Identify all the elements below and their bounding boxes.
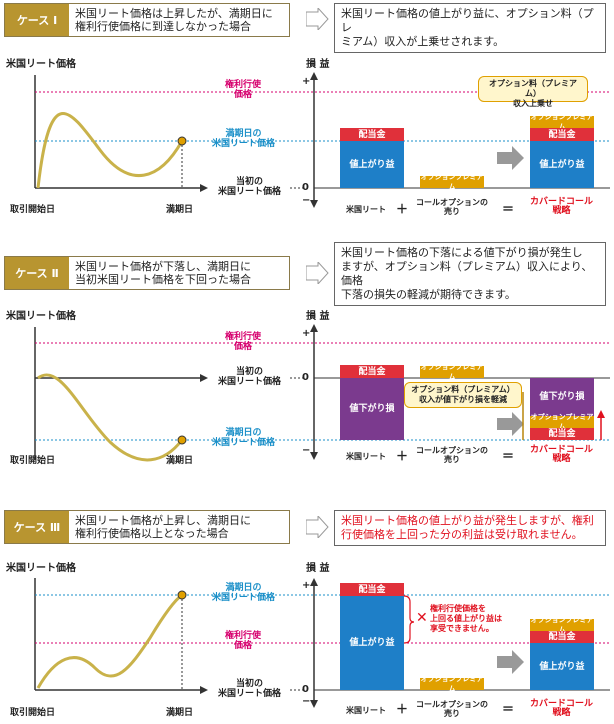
equals-operator: ＝ [502,449,515,463]
zero-axis-label: 0 [302,684,309,695]
premium-callout: オプション料（プレミアム） 収入上乗せ [478,76,588,108]
case-result: 米国リート価格の値上がり益に、オプション料（プレ ミアム）収入が上乗せされます。 [334,3,606,53]
strategy-gain-bar: 値上がり益 [530,141,594,188]
premium-callout: オプション料（プレミアム） 収入が値下がり損を軽減 [404,382,522,408]
maturity-price-label: 満期日の 米国リート価格 [212,583,276,603]
pl-axis-label: 損 益 [306,59,330,70]
case-1: ケース Ⅰ 米国リート価格は上昇したが、満期日に 権利行使価格に到達しなかった場… [0,0,614,236]
maturity-date-label: 満期日 [166,205,194,215]
maturity-date-label: 満期日 [166,456,194,466]
maturity-price-label: 満期日の 米国リート価格 [212,428,276,448]
plus-operator: ＋ [396,702,409,716]
premium-bar: オプションプレミアム [420,363,484,381]
plus-operator: ＋ [396,449,409,463]
strategy-premium-bar: オプションプレミアム [530,413,594,431]
cap-limit-note: 権利行使価格を 上回る値上がり益は 享受できません。 [430,604,502,633]
case-2: ケース Ⅱ 米国リート価格が下落し、満期日に 当初米国リート価格を下回った場合 … [0,242,614,478]
zero-axis-label: 0 [302,182,309,193]
chart-title: 米国リート価格 [6,563,76,574]
gain-bar: 値上がり益 [340,596,404,690]
case-description: 米国リート価格が上昇し、満期日に 権利行使価格以上となった場合 [75,514,251,540]
chart-title: 米国リート価格 [6,311,76,322]
minus-axis-label: − [302,445,311,456]
initial-price-label: 当初の 米国リート価格 [218,367,282,387]
gray-arrow-icon [497,412,524,436]
dividend-bar: 配当金 [340,365,404,378]
strategy-caption: カバードコール 戦略 [530,197,594,216]
dividend-bar: 配当金 [340,583,404,596]
case-description: 米国リート価格は上昇したが、満期日に 権利行使価格に到達しなかった場合 [75,7,273,33]
plus-axis-label: + [302,580,311,591]
strategy-dividend-bar: 配当金 [530,128,594,141]
case-header: ケース Ⅰ 米国リート価格は上昇したが、満期日に 権利行使価格に到達しなかった場… [4,3,290,37]
chevron-right-icon [306,8,329,30]
maturity-price-label: 満期日の 米国リート価格 [212,129,276,149]
strategy-premium-bar: オプションプレミアム [530,616,594,634]
case-badge: ケース Ⅱ [5,257,69,289]
initial-price-label: 当初の 米国リート価格 [218,679,282,699]
call-option-caption: コールオプションの 売り [416,198,488,216]
case-result: 米国リート価格の値上がり益が発生しますが、権利 行使価格を上回った分の利益は受け… [334,510,606,546]
gain-bar: 値上がり益 [340,141,404,188]
call-option-caption: コールオプションの 売り [416,700,488,718]
minus-axis-label: − [302,696,311,707]
strategy-gain-bar: 値上がり益 [530,643,594,690]
plus-axis-label: + [302,328,311,339]
strategy-premium-bar: オプションプレミアム [530,113,594,131]
loss-bar: 値下がり損 [340,378,404,440]
chart-title: 米国リート価格 [6,59,76,70]
case-3-diagram [34,578,610,708]
start-date-label: 取引開始日 [10,205,56,215]
gray-arrow-icon [497,146,524,170]
premium-bar: オプションプレミアム [420,675,484,693]
premium-bar: オプションプレミアム [420,173,484,191]
case-badge: ケース Ⅰ [5,4,69,36]
call-option-caption: コールオプションの 売り [416,446,488,464]
strike-price-label: 権利行使 価格 [225,80,262,100]
cross-icon: ✕ [416,610,428,626]
gray-arrow-icon [497,650,524,674]
strategy-dividend-bar: 配当金 [530,428,594,440]
strategy-caption: カバードコール 戦略 [530,445,594,464]
reit-caption: 米国リート [346,706,386,715]
plus-operator: ＋ [396,202,409,216]
strike-price-label: 権利行使 価格 [225,631,262,651]
plus-axis-label: + [302,76,311,87]
reit-caption: 米国リート [346,452,386,461]
case-2-diagram [34,324,610,462]
strategy-loss-bar: 値下がり損 [530,378,594,416]
case-result: 米国リート価格の下落による値下がり損が発生し ますが、オプション料（プレミアム）… [334,242,606,306]
pl-axis-label: 損 益 [306,311,330,322]
start-date-label: 取引開始日 [10,456,56,466]
dividend-bar: 配当金 [340,128,404,141]
case-3: ケース Ⅲ 米国リート価格が上昇し、満期日に 権利行使価格以上となった場合 米国… [0,488,614,724]
chevron-right-icon [306,516,329,538]
case-1-diagram [34,72,610,208]
reit-caption: 米国リート [346,205,386,214]
strategy-dividend-bar: 配当金 [530,631,594,643]
equals-operator: ＝ [502,702,515,716]
chevron-right-icon [306,262,329,284]
equals-operator: ＝ [502,202,515,216]
start-date-label: 取引開始日 [10,708,56,718]
maturity-date-label: 満期日 [166,708,194,718]
strategy-caption: カバードコール 戦略 [530,699,594,718]
initial-price-label: 当初の 米国リート価格 [218,177,282,197]
case-header: ケース Ⅲ 米国リート価格が上昇し、満期日に 権利行使価格以上となった場合 [4,510,290,544]
case-header: ケース Ⅱ 米国リート価格が下落し、満期日に 当初米国リート価格を下回った場合 [4,256,290,290]
case-description: 米国リート価格が下落し、満期日に 当初米国リート価格を下回った場合 [75,260,251,286]
minus-axis-label: − [302,195,311,206]
zero-axis-label: 0 [302,372,309,383]
case-badge: ケース Ⅲ [5,511,69,543]
pl-axis-label: 損 益 [306,563,330,574]
strike-price-label: 権利行使 価格 [225,332,262,352]
